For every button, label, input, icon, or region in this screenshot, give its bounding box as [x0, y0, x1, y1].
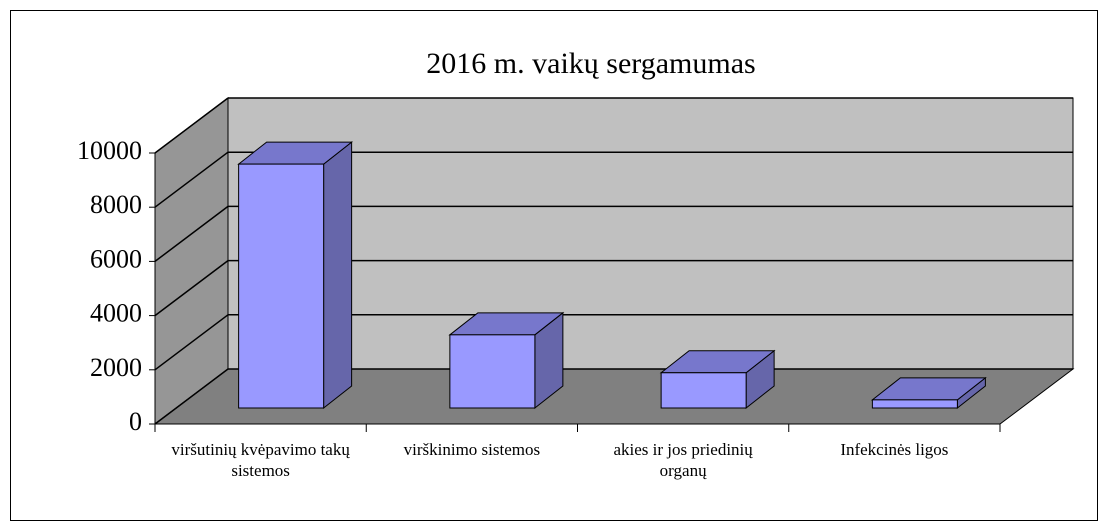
bar	[871, 399, 958, 409]
bar	[449, 334, 536, 409]
bar	[660, 372, 747, 409]
bar-side	[323, 141, 353, 410]
grid-line	[154, 205, 229, 262]
y-tick-label: 8000	[90, 190, 142, 219]
y-tick-label: 6000	[90, 244, 142, 273]
grid-line	[154, 368, 229, 425]
y-tick-label: 10000	[77, 136, 142, 165]
grid-line	[154, 97, 229, 154]
x-tick-label: viršutinių kvėpavimo takų sistemos	[171, 440, 350, 480]
x-tick-label: akies ir jos priedinių organų	[613, 440, 753, 480]
grid-line	[154, 260, 229, 317]
x-tick-label: Infekcinės ligos	[840, 440, 949, 459]
y-tick-label: 0	[129, 407, 142, 436]
y-tick-label: 4000	[90, 299, 142, 328]
bar	[238, 163, 325, 409]
x-tick-label: virškinimo sistemos	[403, 440, 541, 459]
grid-line	[154, 314, 229, 371]
grid-line	[154, 151, 229, 208]
y-tick-label: 2000	[90, 353, 142, 382]
side-wall	[154, 96, 229, 426]
back-wall	[227, 97, 1074, 370]
chart-title: 2016 m. vaikų sergamumas	[426, 47, 755, 80]
